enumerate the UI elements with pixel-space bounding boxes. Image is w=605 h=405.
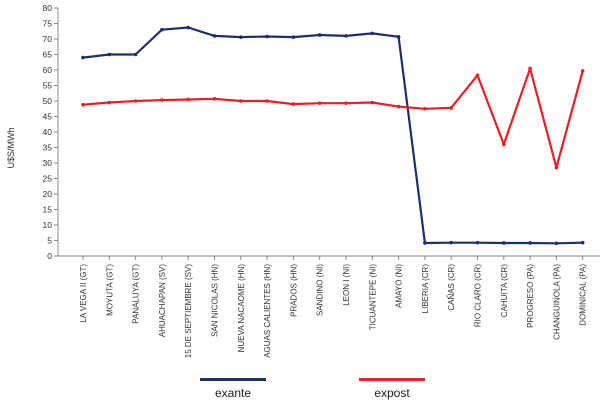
legend-item-expost: expost: [359, 376, 439, 404]
y-tick-label: 20: [43, 189, 53, 199]
data-point-exante: [502, 241, 506, 245]
data-point-expost: [423, 106, 427, 111]
data-point-exante: [475, 240, 480, 245]
y-tick-label: 30: [43, 158, 53, 168]
x-tick-label: AHUACHAPAN (SV): [158, 264, 167, 338]
y-tick-label: 0: [47, 251, 52, 261]
data-point-expost: [317, 101, 322, 105]
y-tick-label: 10: [43, 220, 53, 230]
x-tick-label: PROGRESO (PA): [526, 264, 535, 328]
y-tick-label: 65: [43, 50, 53, 60]
x-tick-label: MOYUTA (GT): [105, 264, 114, 316]
data-point-exante: [81, 55, 85, 60]
y-tick-label: 60: [43, 65, 53, 75]
data-point-exante: [423, 241, 427, 245]
legend-label-expost: expost: [374, 386, 410, 400]
x-tick-label: AGUAS CALIENTES (HN): [263, 264, 272, 358]
series-lines: [81, 25, 585, 246]
legend-label-exante: exante: [214, 386, 252, 400]
data-point-exante: [186, 25, 190, 30]
data-point-expost: [160, 98, 164, 102]
data-point-expost: [212, 97, 217, 101]
x-tick-label: NUEVA NACAOME (HN): [237, 264, 246, 353]
data-point-exante: [449, 240, 454, 245]
data-point-expost: [107, 100, 112, 105]
y-tick-label: 75: [43, 19, 53, 29]
data-point-exante: [580, 240, 585, 245]
data-point-expost: [396, 104, 401, 109]
data-point-expost: [186, 97, 190, 102]
data-point-exante: [554, 241, 559, 246]
data-point-expost: [502, 142, 506, 147]
y-tick-label: 40: [43, 127, 53, 137]
x-tick-label: PRADOS (HN): [289, 264, 298, 317]
data-point-expost: [449, 106, 454, 110]
data-point-expost: [475, 73, 480, 78]
x-tick-label: LIBERIA (CR): [421, 264, 430, 314]
data-point-expost: [239, 99, 243, 103]
data-point-expost: [580, 69, 585, 73]
data-point-expost: [291, 102, 296, 106]
data-point-expost: [370, 100, 375, 105]
data-point-exante: [317, 33, 322, 37]
x-tick-label: CAÑAS (CR): [447, 264, 456, 311]
x-tick-label: AMAYO (NI): [395, 264, 404, 308]
x-tick-label: RIO CLARO (CR): [474, 264, 483, 327]
y-tick-label: 25: [43, 174, 53, 184]
legend-item-exante: exante: [200, 376, 280, 404]
x-tick-label: SANDINO (NI): [316, 264, 325, 316]
data-point-expost: [344, 101, 348, 105]
data-point-expost: [133, 99, 138, 103]
x-tick-label: LA VEGA II (GT): [79, 264, 88, 323]
data-point-expost: [265, 99, 269, 103]
y-tick-label: 5: [47, 236, 52, 246]
data-point-exante: [212, 34, 217, 38]
x-tick-label: DOMINICAL (PA): [579, 264, 588, 326]
y-tick-label: 35: [43, 143, 53, 153]
data-point-exante: [344, 34, 348, 38]
y-axis: 0 5 10 15 20 25 30 35 40 45 50 55 60 65 70 75 80: [43, 3, 59, 261]
y-tick-label: 80: [43, 3, 53, 13]
legend: exante expost: [0, 376, 605, 405]
legend-swatch-exante: [200, 378, 266, 381]
x-tick-label: CAHUITA (CR): [500, 264, 509, 318]
legend-swatch-expost: [359, 378, 425, 381]
data-point-exante: [239, 35, 243, 39]
data-point-exante: [370, 31, 375, 36]
data-point-exante: [107, 52, 112, 57]
data-point-expost: [81, 102, 85, 107]
series-line-exante: [82, 26, 583, 245]
y-tick-label: 45: [43, 112, 53, 122]
data-point-expost: [528, 66, 532, 71]
x-tick-label: LEON I (NI): [342, 264, 351, 306]
data-point-exante: [528, 241, 532, 245]
data-point-exante: [291, 35, 296, 39]
data-point-expost: [554, 165, 559, 170]
data-point-exante: [160, 27, 164, 32]
series-line-expost: [82, 67, 584, 169]
y-tick-label: 55: [43, 81, 53, 91]
data-point-exante: [133, 52, 138, 57]
x-axis: LA VEGA II (GT) MOYUTA (GT) PANALUYA (GT) A…: [58, 255, 600, 359]
x-tick-label: CHANGUINOLA (PA): [552, 264, 561, 340]
y-axis-title: U$S/MWh: [6, 127, 16, 168]
x-tick-label: SAN NICOLAS (HN): [211, 264, 220, 337]
data-point-exante: [396, 35, 401, 39]
y-tick-label: 50: [43, 96, 53, 106]
y-tick-label: 15: [43, 205, 53, 215]
data-point-exante: [265, 34, 269, 39]
y-tick-label: 70: [43, 34, 53, 44]
x-tick-label: PANALUYA (GT): [132, 264, 141, 324]
x-tick-label: 15 DE SEPTIEMBRE (SV): [184, 264, 193, 359]
x-tick-label: TICUANTEPE (NI): [368, 264, 377, 331]
